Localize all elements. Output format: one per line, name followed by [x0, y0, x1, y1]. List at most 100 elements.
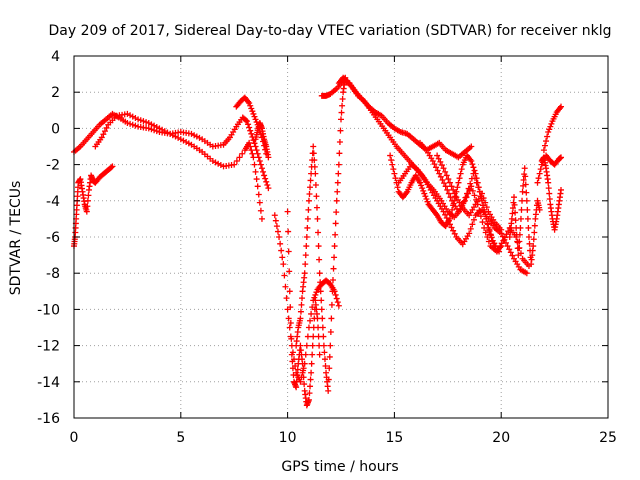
data-point [274, 228, 281, 235]
data-point [334, 299, 341, 306]
data-point [247, 102, 254, 109]
data-point [313, 289, 320, 296]
data-point [331, 254, 338, 261]
data-point [536, 170, 543, 177]
data-point [103, 124, 110, 131]
data-point [276, 234, 283, 240]
data-point [540, 147, 547, 154]
data-point [463, 194, 470, 201]
data-point [318, 297, 325, 304]
data-point [485, 238, 492, 245]
data-point [257, 207, 264, 214]
data-point [442, 168, 449, 175]
data-point [261, 172, 268, 179]
data-point [468, 183, 475, 190]
data-point [304, 215, 311, 222]
data-series [506, 165, 543, 268]
data-point [316, 270, 323, 277]
data-point [482, 229, 489, 236]
data-point [301, 270, 308, 277]
data-point [511, 194, 518, 201]
data-point [470, 164, 477, 171]
data-point [483, 204, 490, 211]
data-point [265, 154, 272, 161]
data-point [297, 308, 304, 315]
data-point [101, 128, 108, 135]
data-point [417, 179, 424, 186]
data-point [544, 133, 551, 140]
data-point [394, 184, 401, 191]
data-point [545, 179, 552, 186]
data-point [389, 161, 396, 168]
y-tick-label: -4 [46, 194, 60, 210]
y-tick-label: -2 [46, 158, 60, 174]
data-series [538, 154, 565, 233]
data-point [422, 193, 429, 200]
data-point [335, 302, 342, 309]
data-point [470, 216, 477, 223]
x-tick-label: 15 [385, 430, 403, 446]
data-point [239, 150, 246, 157]
data-point [451, 230, 458, 237]
data-point [253, 147, 260, 154]
data-point [525, 224, 532, 231]
data-point [523, 189, 530, 196]
data-series [540, 103, 565, 154]
data-point [325, 387, 332, 394]
data-point [526, 240, 533, 247]
data-point [440, 165, 447, 172]
data-point [293, 378, 300, 385]
data-point [84, 197, 91, 204]
data-point [446, 221, 453, 228]
data-point [515, 245, 522, 252]
data-point [299, 360, 306, 367]
data-point [288, 351, 295, 358]
data-point [254, 150, 261, 157]
data-point [300, 367, 307, 374]
data-point [332, 231, 339, 238]
data-point [320, 342, 327, 349]
y-tick-label: -14 [37, 375, 60, 391]
data-point [248, 147, 255, 154]
data-point [272, 217, 279, 224]
data-series [434, 152, 505, 233]
data-point [484, 234, 491, 240]
data-point [303, 243, 310, 250]
data-point [474, 179, 481, 186]
data-point [336, 138, 343, 145]
data-point [339, 95, 346, 102]
data-point [264, 181, 271, 188]
data-point [286, 268, 293, 275]
data-point [541, 142, 548, 149]
data-point [421, 190, 428, 197]
y-tick-label: -10 [37, 302, 60, 318]
data-point [307, 317, 314, 324]
data-point [277, 240, 284, 247]
data-series [284, 208, 323, 409]
data-series [395, 161, 530, 277]
data-point [143, 119, 150, 126]
data-point [135, 116, 142, 123]
data-point [312, 291, 319, 298]
data-point [308, 360, 315, 367]
data-point [248, 130, 255, 137]
x-tick-label: 10 [279, 430, 297, 446]
data-point [127, 120, 134, 127]
data-point [482, 199, 489, 206]
y-tick-label: 2 [51, 85, 60, 101]
data-point [534, 179, 541, 186]
x-axis-title: GPS time / hours [281, 459, 398, 475]
data-point [253, 119, 260, 126]
data-point [558, 103, 565, 110]
data-point [506, 246, 513, 253]
data-point [289, 358, 296, 365]
data-point [508, 215, 515, 222]
data-series [71, 163, 116, 250]
data-point [305, 197, 312, 204]
data-point [445, 176, 452, 183]
data-point [254, 183, 261, 190]
data-point [524, 206, 531, 213]
data-point [285, 315, 292, 322]
data-point [271, 212, 278, 219]
data-point [454, 184, 461, 191]
